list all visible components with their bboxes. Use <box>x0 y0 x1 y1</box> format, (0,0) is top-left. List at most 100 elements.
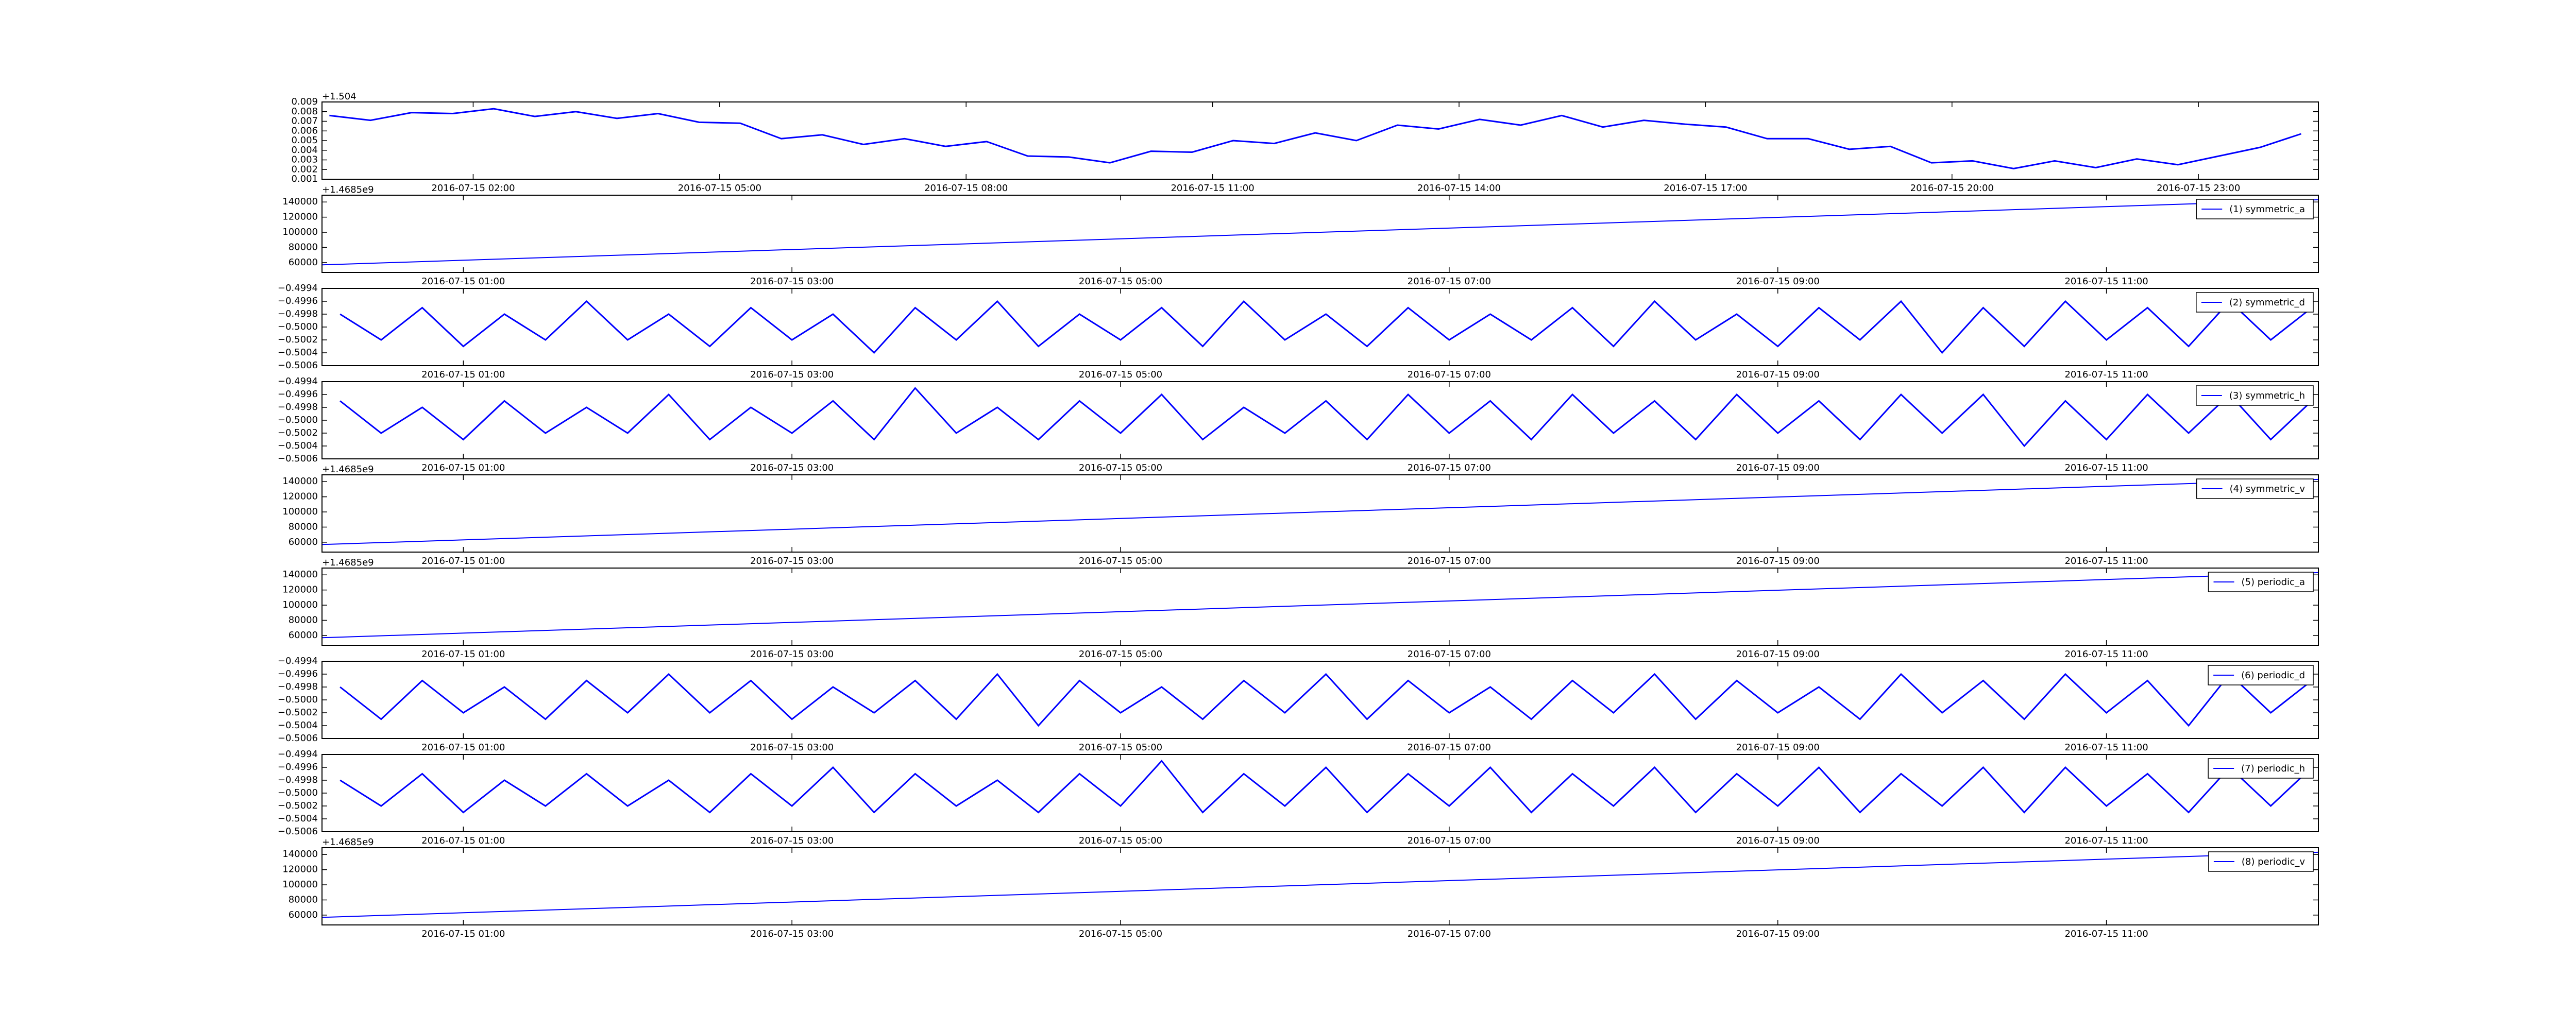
y-tick-label: 60000 <box>289 537 318 547</box>
y-tick-label: 120000 <box>282 864 318 875</box>
y-tick-label: −0.4994 <box>278 376 318 387</box>
y-tick-label: −0.4998 <box>278 775 318 785</box>
y-tick-label: −0.5002 <box>278 800 318 811</box>
y-tick-label: −0.5004 <box>278 440 318 451</box>
y-offset-label: +1.4685e9 <box>322 184 374 195</box>
x-tick-label: 2016-07-15 11:00 <box>1171 183 1254 194</box>
data-line <box>329 108 2301 169</box>
y-tick-label: 80000 <box>289 894 318 905</box>
x-tick-label: 2016-07-15 11:00 <box>2064 835 2148 846</box>
y-tick-label: −0.5002 <box>278 427 318 438</box>
y-tick-label: −0.4998 <box>278 308 318 319</box>
y-tick-label: 0.008 <box>291 106 318 117</box>
x-tick-label: 2016-07-15 20:00 <box>1910 183 1994 194</box>
x-tick-label: 2016-07-15 07:00 <box>1408 556 1491 566</box>
data-line <box>340 673 2313 727</box>
data-line <box>321 572 2319 639</box>
x-tick-label: 2016-07-15 01:00 <box>421 556 505 566</box>
x-tick-label: 2016-07-15 09:00 <box>1736 649 1820 660</box>
data-line <box>321 199 2319 266</box>
y-tick-label: 80000 <box>289 521 318 532</box>
x-tick-label: 2016-07-15 11:00 <box>2064 556 2148 566</box>
y-tick-label: 60000 <box>289 257 318 268</box>
y-tick-label: 120000 <box>282 491 318 502</box>
x-tick-label: 2016-07-15 05:00 <box>1079 742 1162 753</box>
data-line <box>321 851 2319 918</box>
x-tick-label: 2016-07-15 17:00 <box>1664 183 1747 194</box>
y-tick-label: −0.5004 <box>278 720 318 731</box>
y-tick-label: −0.5000 <box>278 787 318 798</box>
axes-frame <box>321 288 2319 366</box>
y-tick-label: −0.5004 <box>278 347 318 358</box>
axes-frame <box>321 474 2319 553</box>
y-tick-label: 140000 <box>282 849 318 860</box>
data-line <box>340 387 2313 448</box>
y-tick-label: −0.5004 <box>278 813 318 824</box>
x-tick-label: 2016-07-15 03:00 <box>750 462 834 473</box>
x-tick-label: 2016-07-15 09:00 <box>1736 462 1820 473</box>
y-tick-label: −0.5006 <box>278 453 318 464</box>
y-tick-label: 100000 <box>282 227 318 237</box>
x-tick-label: 2016-07-15 05:00 <box>1079 369 1162 380</box>
x-tick-label: 2016-07-15 03:00 <box>750 742 834 753</box>
x-tick-label: 2016-07-15 07:00 <box>1408 276 1491 287</box>
y-tick-label: 100000 <box>282 599 318 610</box>
y-tick-label: −0.4994 <box>278 749 318 760</box>
x-tick-label: 2016-07-15 11:00 <box>2064 276 2148 287</box>
x-tick-label: 2016-07-15 01:00 <box>421 835 505 846</box>
x-tick-label: 2016-07-15 07:00 <box>1408 929 1491 939</box>
y-offset-label: +1.4685e9 <box>322 837 374 848</box>
x-tick-label: 2016-07-15 02:00 <box>431 183 515 194</box>
y-tick-label: 100000 <box>282 879 318 890</box>
x-tick-label: 2016-07-15 08:00 <box>924 183 1008 194</box>
y-tick-label: 0.002 <box>291 164 318 175</box>
axes-frame <box>321 568 2319 646</box>
x-tick-label: 2016-07-15 09:00 <box>1736 556 1820 566</box>
legend-label: (7) periodic_h <box>2241 763 2305 774</box>
y-tick-label: 0.006 <box>291 125 318 136</box>
data-line <box>340 300 2313 354</box>
x-tick-label: 2016-07-15 01:00 <box>421 462 505 473</box>
x-tick-label: 2016-07-15 11:00 <box>2064 369 2148 380</box>
x-tick-label: 2016-07-15 11:00 <box>2064 462 2148 473</box>
x-tick-label: 2016-07-15 11:00 <box>2064 742 2148 753</box>
x-tick-label: 2016-07-15 01:00 <box>421 369 505 380</box>
x-tick-label: 2016-07-15 03:00 <box>750 649 834 660</box>
x-tick-label: 2016-07-15 03:00 <box>750 369 834 380</box>
y-tick-label: 60000 <box>289 909 318 920</box>
legend-label: (3) symmetric_h <box>2229 390 2305 401</box>
x-tick-label: 2016-07-15 05:00 <box>1079 462 1162 473</box>
y-tick-label: 100000 <box>282 506 318 517</box>
y-tick-label: −0.5000 <box>278 321 318 332</box>
y-tick-label: −0.4996 <box>278 668 318 679</box>
x-tick-label: 2016-07-15 11:00 <box>2064 649 2148 660</box>
y-tick-label: 120000 <box>282 212 318 222</box>
y-tick-label: −0.4996 <box>278 296 318 306</box>
y-tick-label: −0.4996 <box>278 389 318 400</box>
y-tick-label: −0.5000 <box>278 694 318 705</box>
x-tick-label: 2016-07-15 05:00 <box>1079 649 1162 660</box>
y-tick-label: 140000 <box>282 569 318 580</box>
x-tick-label: 2016-07-15 05:00 <box>1079 929 1162 939</box>
axes-frame <box>321 101 2319 180</box>
x-tick-label: 2016-07-15 05:00 <box>678 183 761 194</box>
y-tick-label: −0.5006 <box>278 733 318 744</box>
x-tick-label: 2016-07-15 09:00 <box>1736 929 1820 939</box>
x-tick-label: 2016-07-15 03:00 <box>750 556 834 566</box>
y-tick-label: 80000 <box>289 614 318 625</box>
x-tick-label: 2016-07-15 09:00 <box>1736 369 1820 380</box>
y-tick-label: 0.007 <box>291 116 318 127</box>
y-tick-label: −0.5000 <box>278 415 318 425</box>
axes-frame <box>321 754 2319 832</box>
x-tick-label: 2016-07-15 07:00 <box>1408 462 1491 473</box>
x-tick-label: 2016-07-15 03:00 <box>750 835 834 846</box>
y-tick-label: −0.5006 <box>278 826 318 837</box>
y-tick-label: 0.004 <box>291 145 318 156</box>
legend-label: (2) symmetric_d <box>2229 297 2305 308</box>
x-tick-label: 2016-07-15 03:00 <box>750 276 834 287</box>
legend-label: (5) periodic_a <box>2242 577 2306 588</box>
axes-frame <box>321 381 2319 459</box>
legend-label: (4) symmetric_v <box>2230 484 2306 494</box>
